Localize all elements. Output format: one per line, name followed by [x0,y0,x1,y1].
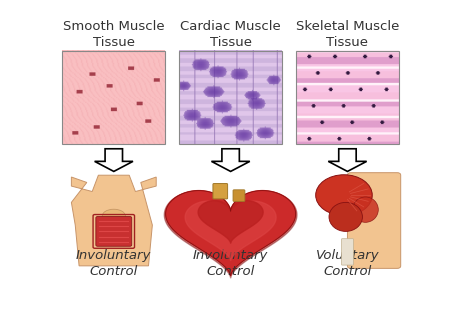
FancyBboxPatch shape [213,183,228,199]
Polygon shape [328,149,367,171]
Ellipse shape [102,209,126,223]
Polygon shape [198,200,263,243]
Text: Cardiac Muscle
Tissue: Cardiac Muscle Tissue [180,20,281,49]
Polygon shape [72,175,156,266]
Polygon shape [164,191,297,278]
Text: Voluntary
Control: Voluntary Control [315,250,379,279]
Text: Smooth Muscle
Tissue: Smooth Muscle Tissue [63,20,165,49]
Polygon shape [94,149,133,171]
FancyBboxPatch shape [342,239,353,265]
Text: Involuntary
Control: Involuntary Control [193,250,268,279]
Ellipse shape [353,197,378,222]
Polygon shape [212,149,250,171]
FancyBboxPatch shape [347,173,400,268]
Ellipse shape [329,202,362,232]
Text: Involuntary
Control: Involuntary Control [76,250,152,279]
Polygon shape [166,191,296,275]
FancyBboxPatch shape [233,190,245,201]
Ellipse shape [316,175,372,215]
Text: Skeletal Muscle
Tissue: Skeletal Muscle Tissue [296,20,399,49]
Polygon shape [185,201,276,261]
FancyBboxPatch shape [96,216,132,246]
